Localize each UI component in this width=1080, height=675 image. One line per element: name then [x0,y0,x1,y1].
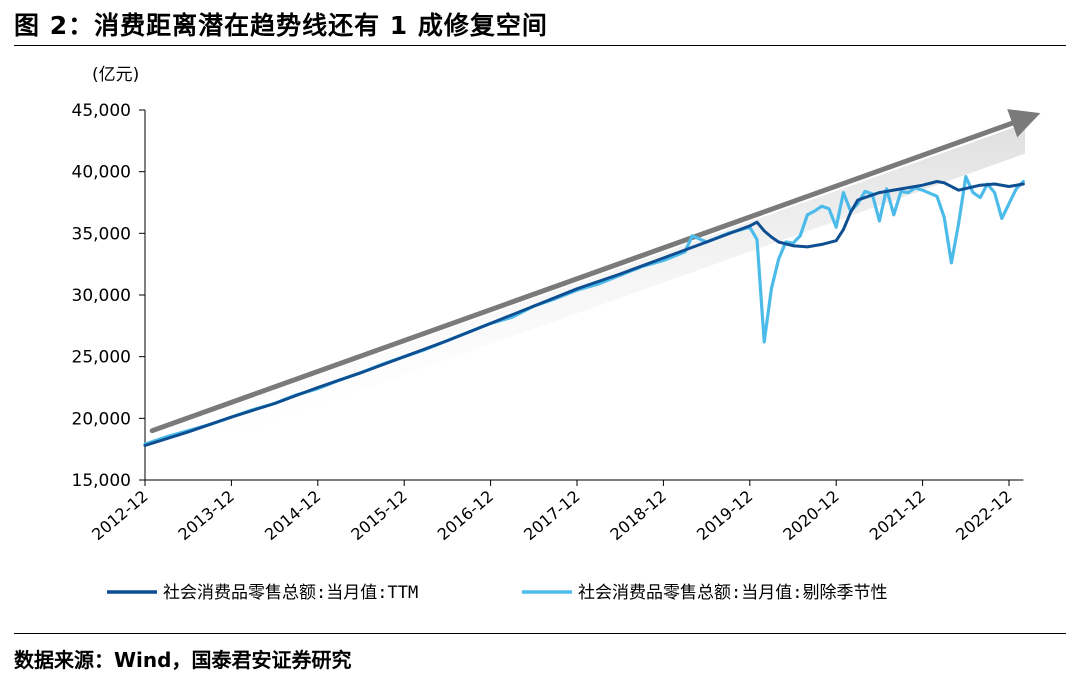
series-group [143,175,1025,447]
x-tick-label: 2020-12 [779,487,842,545]
y-axis: 15,000 20,000 25,000 30,000 35,000 40,000 45,0… [72,101,146,491]
x-tick-label: 2015-12 [347,487,410,545]
x-tick-label: 2017-12 [520,487,583,545]
y-tick-label: 45,000 [72,101,131,121]
legend: 社会消费品零售总额:当月值:TTM 社会消费品零售总额:当月值:剔除季节性 [107,583,887,603]
x-tick-label: 2012-12 [88,487,151,545]
y-tick-label: 40,000 [72,163,131,183]
x-tick-label: 2021-12 [866,487,929,545]
x-tick-label: 2018-12 [607,487,670,545]
bottom-rule [14,633,1066,634]
y-tick-label: 20,000 [72,409,131,429]
figure-title: 图 2：消费距离潜在趋势线还有 1 成修复空间 [14,11,548,40]
x-tick-label: 2022-12 [952,487,1015,545]
x-axis: 2012-12 2013-12 2014-12 2015-12 2016-12 2017-… [88,479,1024,545]
legend-label-1: 社会消费品零售总额:当月值:TTM [163,583,418,603]
x-tick-label: 2013-12 [175,487,238,545]
top-rule [14,45,1066,46]
y-tick-label: 35,000 [72,224,131,244]
series-line-1 [143,180,1025,447]
y-axis-unit-label: (亿元) [92,65,139,85]
trend-shadow [152,123,1025,465]
y-tick-label: 30,000 [72,286,131,306]
trend-arrow [149,109,1041,434]
legend-label-2: 社会消费品零售总额:当月值:剔除季节性 [578,583,887,603]
y-tick-label: 25,000 [72,348,131,368]
source-note: 数据来源：Wind，国泰君安证券研究 [14,648,352,672]
trend-arrow-group [149,109,1041,465]
x-tick-label: 2014-12 [261,487,324,545]
x-tick-label: 2016-12 [434,487,497,545]
y-tick-label: 15,000 [72,471,131,491]
x-tick-label: 2019-12 [693,487,756,545]
